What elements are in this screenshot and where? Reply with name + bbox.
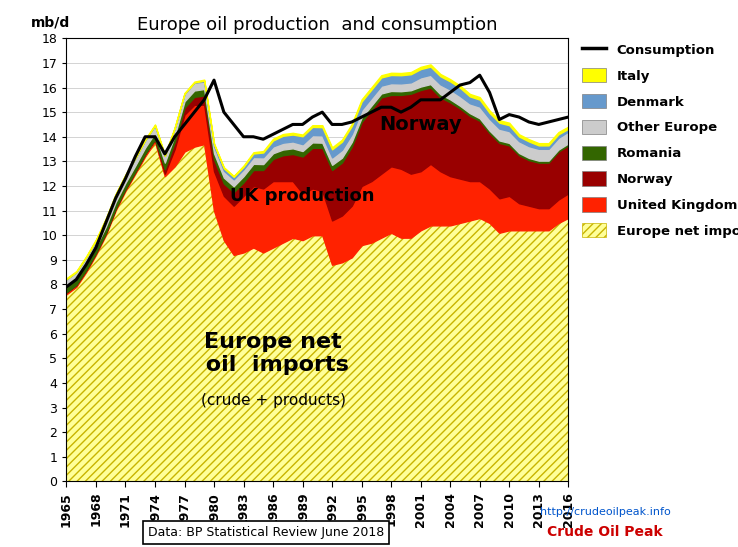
Text: mb/d: mb/d [31,15,71,30]
Text: Data: BP Statistical Review June 2018: Data: BP Statistical Review June 2018 [148,526,384,539]
Text: Norway: Norway [379,115,462,134]
Text: (crude + products): (crude + products) [201,393,345,408]
Text: Crude Oil Peak: Crude Oil Peak [548,525,663,539]
Title: Europe oil production  and consumption: Europe oil production and consumption [137,16,497,34]
Legend: Consumption, Italy, Denmark, Other Europe, Romania, Norway, United Kingdom, Euro: Consumption, Italy, Denmark, Other Europ… [579,38,738,242]
Text: Europe net
 oil  imports: Europe net oil imports [198,332,348,375]
Text: http://crudeoilpeak.info: http://crudeoilpeak.info [539,507,671,517]
Text: UK production: UK production [230,187,375,205]
